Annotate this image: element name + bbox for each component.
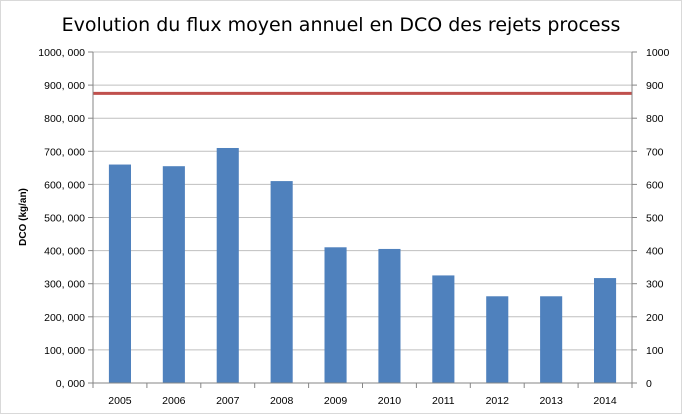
y-tick-label-left: 200, 000	[44, 312, 85, 324]
bar	[486, 296, 509, 383]
y-tick-label-right: 300	[646, 279, 664, 291]
y-tick-label-right: 600	[646, 179, 664, 191]
bar	[162, 166, 185, 383]
bar	[270, 181, 293, 383]
y-axis-right-ticks: 0 100 200 300 400 500 600 700 800 900 1000	[646, 47, 670, 390]
y-tick-label-right: 200	[646, 312, 664, 324]
y-axis-label: DCO (kg/an)	[18, 188, 29, 246]
bar	[108, 164, 131, 383]
y-tick-label-left: 0, 000	[56, 378, 85, 390]
y-tick-label-right: 800	[646, 113, 664, 125]
y-tick-label-left: 300, 000	[44, 279, 85, 291]
y-tick-label-left: 500, 000	[44, 213, 85, 225]
y-tick-label-left: 900, 000	[44, 80, 85, 92]
x-tick-label: 2014	[593, 395, 617, 407]
x-tick-label: 2006	[162, 395, 186, 407]
y-tick-label-right: 1000	[646, 47, 670, 59]
y-axis-left-ticks: 0, 000 100, 000 200, 000 300, 000 400, 000 50…	[38, 47, 85, 390]
y-tick-label-right: 500	[646, 213, 664, 225]
y-tick-label-right: 100	[646, 345, 664, 357]
bar	[378, 248, 401, 383]
bars	[108, 147, 617, 383]
x-tick-label: 2013	[539, 395, 563, 407]
bar	[432, 275, 455, 383]
bar	[540, 296, 563, 383]
y-tick-label-right: 400	[646, 246, 664, 258]
y-tick-label-left: 600, 000	[44, 179, 85, 191]
bar	[594, 278, 617, 383]
x-tick-label: 2007	[216, 395, 240, 407]
x-tick-label: 2008	[270, 395, 294, 407]
y-tick-label-left: 1000, 000	[38, 47, 85, 59]
x-axis-ticks: 2005 2006 2007 2008 2009 2010 2011 2012 2013 2014	[108, 395, 617, 407]
y-tick-label-left: 800, 000	[44, 113, 85, 125]
y-tick-label-right: 0	[646, 378, 652, 390]
y-tick-label-left: 700, 000	[44, 146, 85, 158]
y-tick-label-right: 700	[646, 146, 664, 158]
y-tick-label-right: 900	[646, 80, 664, 92]
x-tick-label: 2011	[432, 395, 455, 407]
x-tick-label: 2005	[108, 395, 132, 407]
chart-title: Evolution du flux moyen annuel en DCO de…	[62, 14, 621, 36]
x-tick-label: 2009	[324, 395, 348, 407]
x-tick-label: 2010	[378, 395, 402, 407]
axes	[88, 51, 637, 388]
bar	[324, 247, 347, 383]
y-tick-label-left: 400, 000	[44, 246, 85, 258]
y-tick-label-left: 100, 000	[44, 345, 85, 357]
x-tick-label: 2012	[486, 395, 510, 407]
bar	[216, 147, 239, 383]
